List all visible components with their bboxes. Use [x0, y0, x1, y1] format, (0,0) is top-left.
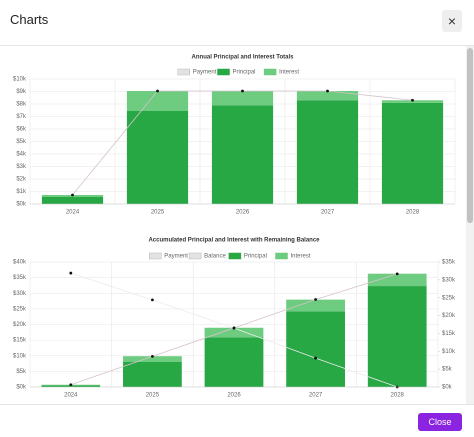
bar [296, 100, 359, 204]
line-point [232, 326, 236, 330]
legend-label: Payment [193, 70, 217, 76]
y2-tick-label: $10k [442, 349, 456, 355]
bar [286, 311, 345, 387]
bar [381, 102, 444, 204]
bar [296, 91, 359, 101]
x-tick-label: 2028 [391, 393, 405, 399]
x-tick-label: 2028 [406, 210, 420, 216]
y-tick-label: $20k [13, 322, 27, 328]
bar [204, 327, 264, 338]
x-tick-label: 2027 [321, 210, 335, 216]
y-tick-label: $0k [16, 202, 27, 208]
modal-title: Charts [10, 12, 49, 27]
y-tick-label: $0k [16, 385, 27, 391]
y-tick-label: $30k [13, 291, 27, 297]
line-point [151, 298, 154, 302]
close-button[interactable]: Close [418, 413, 462, 431]
line-point [326, 89, 329, 93]
bar [204, 337, 264, 387]
x-tick-label: 2027 [309, 393, 323, 399]
line-point [241, 89, 244, 93]
y-tick-label: $40k [13, 260, 27, 266]
legend-label: Interest [279, 70, 299, 76]
y-tick-label: $1k [16, 189, 27, 195]
x-tick-label: 2026 [227, 393, 241, 399]
y2-tick-label: $30k [442, 277, 456, 283]
bar [123, 356, 182, 362]
bar [286, 299, 345, 312]
line-point [395, 272, 399, 276]
bar [126, 111, 189, 204]
y-tick-label: $9k [16, 89, 27, 95]
legend-label: Payment [164, 254, 188, 260]
bar [367, 273, 427, 287]
line-point [151, 354, 154, 358]
y-tick-label: $7k [16, 114, 27, 120]
legend-label: Principal [233, 70, 256, 76]
legend-swatch [263, 68, 277, 76]
bar [211, 105, 274, 204]
line-point [314, 298, 317, 301]
scrollbar-thumb[interactable] [467, 48, 473, 223]
x-tick-label: 2024 [64, 393, 78, 399]
bar [123, 362, 182, 387]
line-point [69, 271, 73, 275]
x-tick-label: 2026 [236, 210, 250, 216]
charts: Annual Principal and Interest Totals Paym… [13, 55, 456, 399]
legend-swatch [228, 252, 242, 260]
y-tick-label: $25k [13, 306, 27, 312]
chart-title: Annual Principal and Interest Totals [192, 55, 295, 61]
y-tick-label: $4k [16, 152, 27, 158]
line-point [314, 356, 317, 360]
y-tick-label: $6k [16, 127, 27, 133]
y-tick-label: $10k [13, 77, 27, 83]
y-tick-label: $2k [16, 177, 27, 183]
line-point [411, 98, 414, 102]
legend-swatch [275, 252, 288, 260]
modal-header: Charts × [0, 0, 474, 46]
legend-label: Principal [244, 254, 267, 260]
line-point [156, 89, 159, 93]
bar [367, 286, 427, 387]
x-tick-label: 2025 [146, 393, 160, 399]
bar [126, 91, 189, 111]
scrollbar [466, 46, 474, 404]
y-tick-label: $15k [13, 338, 27, 344]
modal-footer: Close [0, 404, 474, 437]
close-icon[interactable]: × [442, 10, 462, 32]
legend-label: Interest [291, 254, 311, 260]
y2-tick-label: $35k [442, 260, 456, 266]
y-tick-label: $10k [13, 353, 27, 359]
y2-tick-label: $25k [442, 295, 456, 301]
legend-swatch [188, 252, 202, 260]
line-point [69, 383, 73, 387]
y-tick-label: $8k [16, 102, 27, 108]
y-tick-label: $3k [16, 164, 27, 170]
x-tick-label: 2025 [151, 210, 165, 216]
bar [41, 197, 104, 204]
y2-tick-label: $0k [442, 385, 453, 391]
x-tick-label: 2024 [66, 210, 80, 216]
y2-tick-label: $15k [442, 331, 456, 337]
y-tick-label: $35k [13, 275, 27, 281]
bar [211, 91, 274, 106]
legend-label: Balance [204, 254, 226, 260]
legend-swatch [217, 68, 230, 76]
line-point [71, 193, 74, 197]
chart-title: Accumulated Principal and Interest with … [148, 238, 320, 244]
y-tick-label: $5k [16, 139, 27, 145]
y2-tick-label: $5k [442, 367, 453, 373]
legend-swatch [177, 68, 190, 76]
y-tick-label: $5k [16, 369, 27, 375]
legend-swatch [149, 252, 162, 260]
y2-tick-label: $20k [442, 313, 456, 319]
